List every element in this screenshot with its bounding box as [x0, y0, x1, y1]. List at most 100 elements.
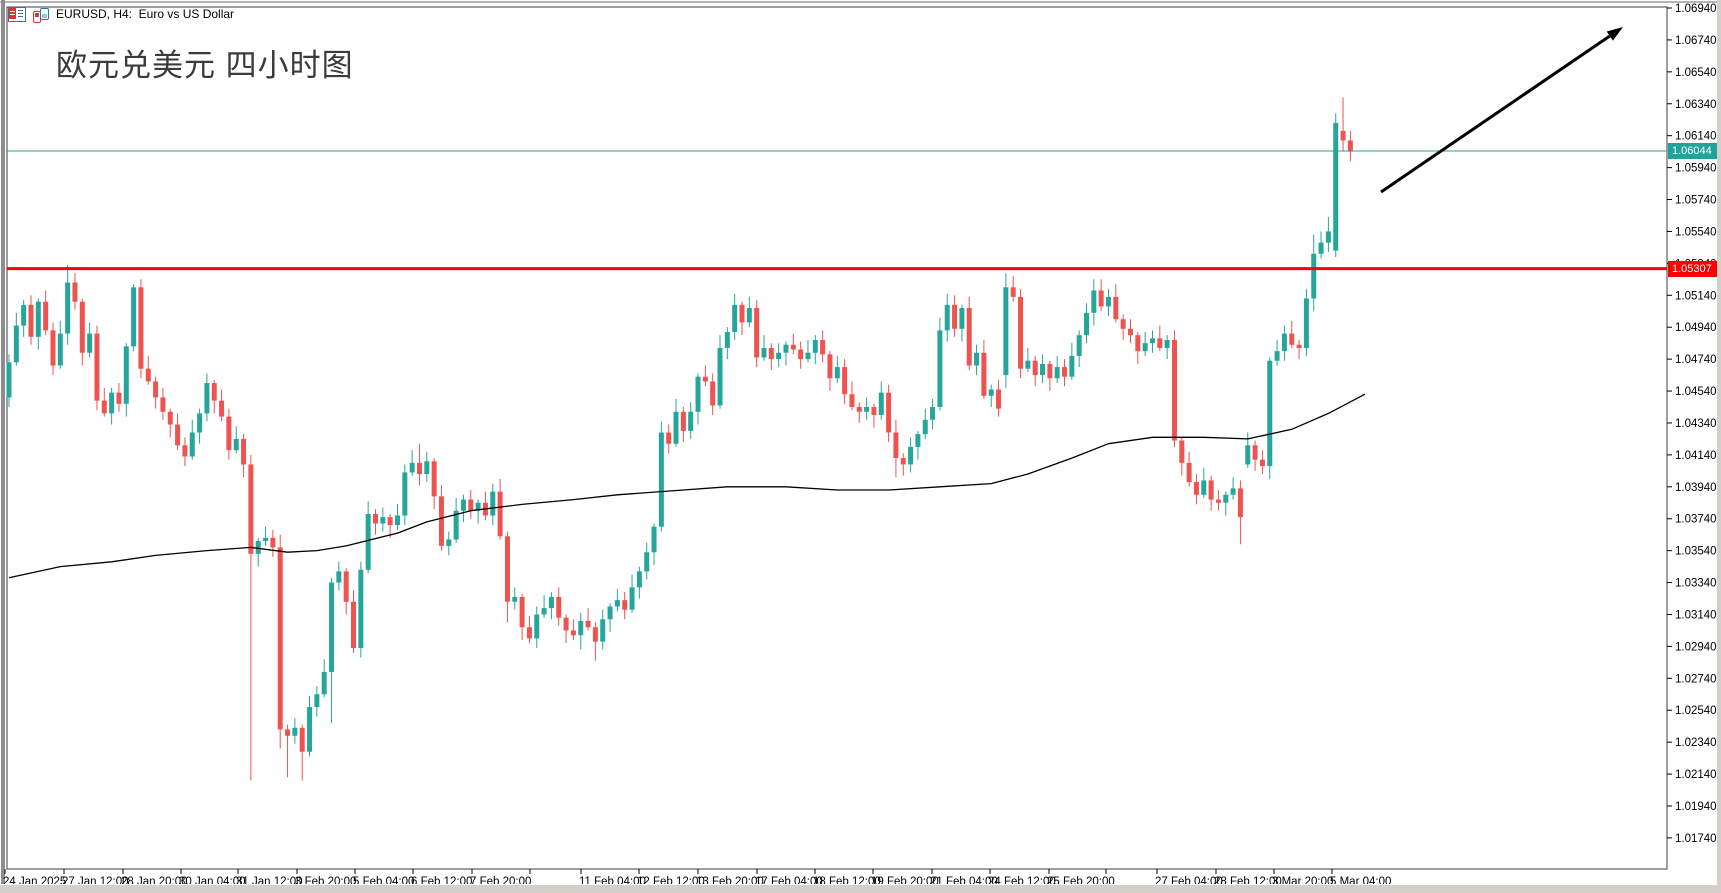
candle-down [153, 376, 159, 409]
chart-header: EURUSD, H4: Euro vs US Dollar [8, 6, 235, 23]
candle-up [746, 296, 752, 328]
window-frame-top [0, 1, 1721, 3]
candle-up [409, 450, 415, 476]
candle-up [1149, 330, 1155, 353]
candle-up [1333, 113, 1339, 257]
price-tick-label: 1.06140 [1675, 131, 1717, 143]
candle-up [812, 335, 818, 364]
candle-up [1201, 467, 1207, 498]
candle-up [380, 507, 386, 532]
ohlc-list-icon [8, 6, 26, 22]
candle-down [1010, 276, 1016, 302]
price-tick-label: 1.06740 [1675, 35, 1717, 47]
candle-down [886, 384, 892, 443]
candle-down [277, 534, 283, 749]
candle-down [666, 424, 672, 454]
candle-down [431, 458, 437, 510]
candle-down [50, 322, 56, 376]
candle-up [1054, 355, 1060, 384]
candle-up [13, 312, 19, 366]
candle-down [94, 325, 100, 411]
price-tick-label: 1.03540 [1675, 546, 1717, 558]
candle-down [710, 373, 716, 415]
candle-down [1296, 339, 1302, 360]
price-tick-label: 1.04540 [1675, 386, 1717, 398]
candle-up [600, 609, 606, 650]
candle-up [1281, 325, 1287, 361]
resistance-price-flag: 1.05307 [1668, 261, 1721, 277]
candle-down [211, 379, 217, 414]
candle-down [160, 387, 166, 420]
candle-up [534, 606, 540, 648]
candle-down [226, 408, 232, 460]
candle-down [754, 300, 760, 368]
price-tick-label: 1.02340 [1675, 737, 1717, 749]
candle-up [959, 304, 965, 342]
candle-up [446, 531, 452, 556]
candle-down [1193, 474, 1199, 505]
price-tick-label: 1.03140 [1675, 609, 1717, 621]
candle-up [460, 494, 466, 522]
candle-down [768, 343, 774, 371]
price-axis: 1.06940 1.06740 1.06540 1.06340 1.06140 1.059… [1667, 3, 1717, 845]
trend-arrow[interactable] [1380, 27, 1623, 194]
candle-up [263, 526, 269, 546]
candle-up [688, 402, 694, 439]
price-tick-label: 1.02140 [1675, 769, 1717, 781]
window-frame-left [1, 0, 5, 893]
candle-down [966, 296, 972, 371]
candle-up [131, 284, 137, 352]
candle-down [856, 402, 862, 423]
candle-up [1025, 347, 1031, 372]
candle-down [182, 437, 188, 467]
candle-down [285, 724, 291, 778]
candle-down [1157, 325, 1163, 352]
candle-up [541, 595, 547, 618]
candle-up [695, 373, 701, 425]
price-tick-label: 1.02940 [1675, 641, 1717, 653]
candle-up [908, 437, 914, 473]
price-tick-label: 1.06340 [1675, 99, 1717, 111]
candle-up [1223, 491, 1229, 516]
candle-up [197, 408, 203, 444]
candle-down [680, 407, 686, 443]
candle-up [358, 561, 364, 658]
candle-down [893, 419, 899, 478]
symbol-label: EURUSD, H4: Euro vs US Dollar [56, 7, 235, 21]
price-tick-label: 1.02740 [1675, 673, 1717, 685]
price-tick-label: 1.04740 [1675, 354, 1717, 366]
candle-down [871, 403, 877, 428]
candle-up [1311, 234, 1317, 312]
candle-up [57, 320, 63, 369]
candle-down [1032, 355, 1038, 387]
candle-up [805, 339, 811, 363]
candle-up [394, 504, 400, 530]
candle-up [974, 344, 980, 376]
candle-up [864, 397, 870, 420]
candle-down [996, 379, 1002, 417]
candle-up [930, 399, 936, 430]
candle-down [563, 614, 569, 644]
candle-down [1113, 284, 1119, 323]
candle-down [1120, 314, 1126, 340]
price-tick-label: 1.04940 [1675, 322, 1717, 334]
candle-down [1186, 451, 1192, 487]
price-tick-label: 1.05740 [1675, 195, 1717, 207]
candle-down [981, 339, 987, 400]
candle-down [416, 443, 422, 486]
candle-down [592, 622, 598, 661]
candle-up [6, 354, 12, 407]
candle-down [373, 509, 378, 535]
candle-down [1098, 279, 1104, 312]
candle-down [138, 279, 144, 379]
candle-down [798, 341, 804, 369]
price-tick-label: 1.02540 [1675, 705, 1717, 717]
candle-up [1084, 303, 1090, 344]
page-title: 欧元兑美元 四小时图 [56, 48, 354, 83]
candle-up [321, 659, 327, 698]
candle-up [336, 561, 342, 591]
candle-down [219, 389, 225, 422]
candle-up [1230, 477, 1236, 500]
